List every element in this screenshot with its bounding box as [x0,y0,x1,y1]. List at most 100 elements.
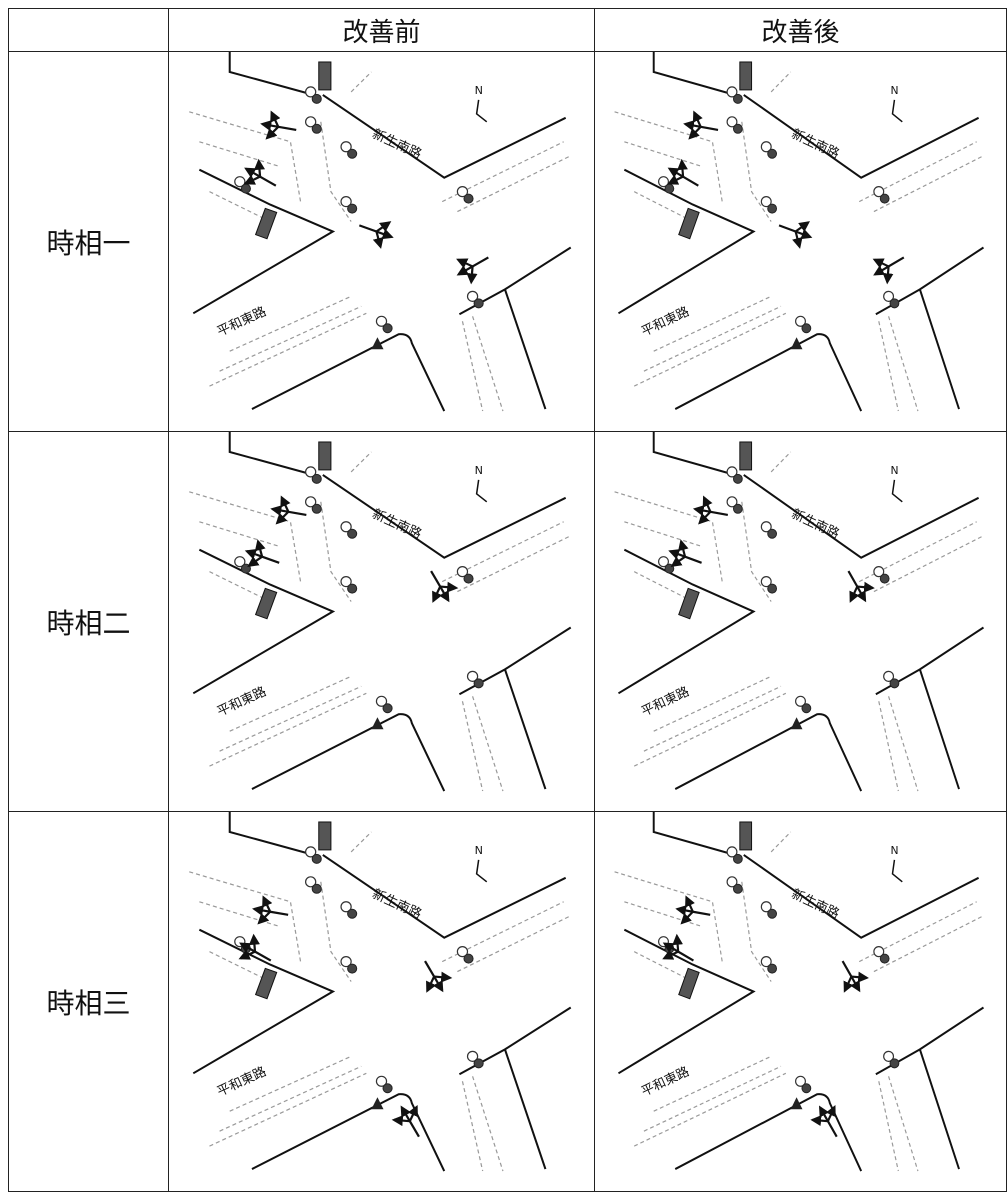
signal-head [879,573,890,584]
signal-head [304,496,317,508]
signal-head [873,186,885,198]
lane-line [643,685,782,752]
bus-shelter [678,967,700,1000]
lane-line [350,451,372,473]
curb-line [674,713,863,792]
lane-line [219,1065,362,1132]
signal-head [311,853,322,864]
signal-head [382,1083,393,1094]
curb-line [322,854,567,939]
signal-head [466,290,479,302]
lane-line [209,692,367,767]
arrow-branch [825,1104,836,1122]
curb-line [617,928,756,1075]
arrow-branch [456,258,474,269]
bus-shelter [739,441,753,471]
north-arrow [475,479,488,503]
signal-head [726,466,738,478]
signal-head [375,695,388,707]
signal-head [760,901,772,913]
curb-line [918,289,960,410]
north-label: N [891,464,899,477]
signal-head [889,678,900,689]
movement-arrow [841,960,869,993]
curb-line [743,474,980,559]
movement-arrow [675,895,711,925]
lane-line [457,536,569,593]
curb-line [617,168,756,315]
arrow-branch [239,942,256,953]
curb-line [322,94,567,179]
arrow-stem [710,510,729,516]
arrow-branch [792,231,803,249]
curb-line [743,94,980,179]
signal-head [726,86,738,98]
intersection-diagram: 平和東路 新生南路 N [614,812,985,1172]
movement-arrow [683,110,719,140]
phase-label: 時相二 [8,431,169,812]
signal-head [347,528,358,539]
bus-shelter [254,207,278,240]
signal-head [304,466,317,478]
curb-line [674,1093,863,1172]
arrow-branch [407,1104,418,1122]
bus-shelter [254,587,278,620]
arrow-branch [252,905,271,916]
signal-head [473,1058,484,1069]
arrow-branch [702,495,713,513]
curb-line [251,333,446,412]
arrow-branch [680,910,694,925]
north-label: N [475,844,483,857]
stop-marker [371,337,384,350]
lane-line [320,881,352,982]
signal-head [767,583,778,594]
arrow-branch [265,126,280,140]
arrow-branch [275,511,290,525]
lane-line [229,675,352,732]
lane-line [457,156,569,213]
curb-line [503,669,547,790]
north-label: N [475,464,483,477]
north-arrow [891,479,903,503]
arrow-branch [810,1115,828,1127]
curb-line [652,52,743,98]
signal-head [760,521,772,533]
road-label: 平和東路 [214,304,268,340]
lane-line [461,701,484,792]
arrow-branch [872,258,890,269]
curb-line [503,289,547,410]
signal-head [311,883,322,894]
signal-head [347,908,358,919]
curb-line [674,333,863,412]
north-label: N [891,844,899,857]
curb-line [918,669,960,790]
lane-line [229,1055,352,1112]
signal-head [311,503,322,514]
diagram-after: 平和東路 新生南路 N [594,811,1007,1192]
signal-head [873,946,885,958]
arrow-branch [794,221,810,233]
movement-arrow [692,495,729,525]
north-label: N [891,84,899,97]
arrow-branch [851,971,869,983]
arrow-branch [270,505,289,516]
signal-head [664,183,675,194]
arrow-branch [692,505,711,516]
road-label: 新生南路 [789,126,842,163]
movement-arrow [430,570,459,603]
movement-arrow [872,256,905,285]
arrow-branch [466,266,478,285]
arrow-branch [675,905,694,916]
signal-head [767,148,778,159]
diagram-after: 平和東路 新生南路 N [594,51,1007,432]
lane-line [741,121,772,222]
signal-head [463,573,474,584]
lane-line [643,305,782,372]
corner-cell [8,8,169,52]
signal-head [340,576,352,588]
phase-label: 時相三 [8,811,169,1192]
lane-line [878,1081,899,1172]
arrow-branch [432,976,444,993]
diagram-after: 平和東路 新生南路 N [594,431,1007,812]
